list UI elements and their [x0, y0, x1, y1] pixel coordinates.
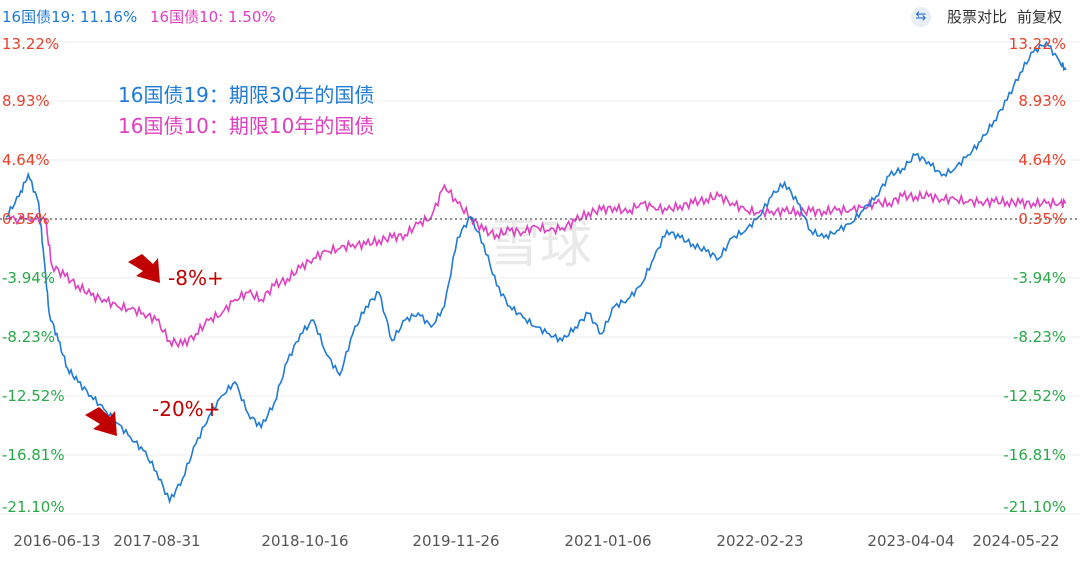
y-tick-label-left: -3.94%	[2, 269, 55, 287]
y-tick-label-left: 8.93%	[2, 92, 50, 110]
x-tick-label: 2016-06-13	[13, 532, 100, 550]
y-axis-right: 13.22% 8.93% 4.64% 0.35% -3.94% -8.23% -12.52%…	[1003, 35, 1066, 516]
annotation-arrow-icon	[128, 254, 160, 283]
annotation-arrows	[85, 254, 160, 436]
y-tick-label-right: 8.93%	[1018, 92, 1066, 110]
x-tick-label: 2022-02-23	[716, 532, 803, 550]
x-tick-label: 2019-11-26	[412, 532, 499, 550]
y-tick-label-left: 13.22%	[2, 35, 59, 53]
x-tick-label: 2023-04-04	[867, 532, 954, 550]
y-tick-label-right: -21.10%	[1003, 498, 1066, 516]
x-axis: 2016-06-13 2017-08-31 2018-10-16 2019-11-26…	[13, 532, 1059, 550]
y-tick-label-left: -12.52%	[2, 387, 65, 405]
adjust-mode-button[interactable]: 前复权	[1016, 8, 1062, 26]
y-tick-label-left: 0.35%	[2, 210, 50, 228]
y-tick-label-right: -8.23%	[1013, 328, 1066, 346]
annotation-pct-1: -8%+	[168, 266, 224, 290]
legend-series-1: 16国债19: 11.16%	[2, 8, 138, 26]
series-line-16guozhai19	[5, 40, 1067, 505]
annotation-pct-2: -20%+	[152, 397, 221, 421]
y-tick-label-left: -16.81%	[2, 446, 65, 464]
y-tick-label-right: 13.22%	[1009, 35, 1066, 53]
x-tick-label: 2017-08-31	[113, 532, 200, 550]
annotation-arrow-icon	[85, 407, 117, 436]
annotation-line-2: 16国债10：期限10年的国债	[118, 114, 375, 138]
y-tick-label-right: -12.52%	[1003, 387, 1066, 405]
legend-series-2: 16国债10: 1.50%	[149, 8, 276, 26]
watermark: 雪球	[488, 215, 592, 275]
y-tick-label-right: 4.64%	[1018, 151, 1066, 169]
chart-toolbar: ⇆ 股票对比 前复权	[910, 6, 1062, 27]
stock-compare-button[interactable]: 股票对比	[946, 8, 1007, 26]
y-tick-label-right: 0.35%	[1018, 210, 1066, 228]
x-tick-label: 2024-05-22	[972, 532, 1059, 550]
x-tick-label: 2021-01-06	[564, 532, 651, 550]
chart-legend: 16国债19: 11.16% 16国债10: 1.50%	[2, 6, 284, 27]
series-line-16guozhai10	[5, 183, 1067, 349]
swap-icon[interactable]: ⇆	[910, 6, 931, 27]
annotation-line-1: 16国债19：期限30年的国债	[118, 83, 375, 107]
y-tick-label-right: -3.94%	[1013, 269, 1066, 287]
y-tick-label-right: -16.81%	[1003, 446, 1066, 464]
y-tick-label-left: -8.23%	[2, 328, 55, 346]
x-tick-label: 2018-10-16	[261, 532, 348, 550]
y-tick-label-left: 4.64%	[2, 151, 50, 169]
y-tick-label-left: -21.10%	[2, 498, 65, 516]
y-axis-left: 13.22% 8.93% 4.64% 0.35% -3.94% -8.23% -12.52%…	[2, 35, 65, 516]
